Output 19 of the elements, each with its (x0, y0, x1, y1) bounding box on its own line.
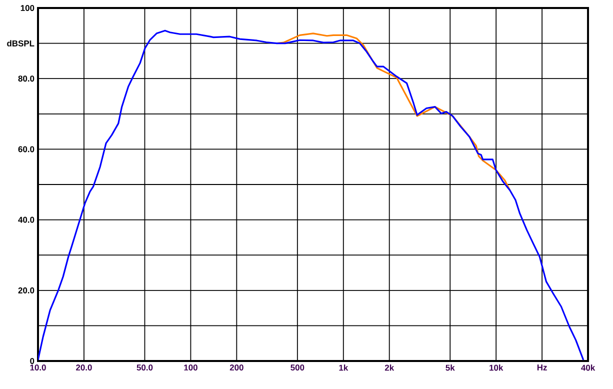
x-tick-label: 10.0 (30, 364, 46, 371)
y-tick-label: 100 (20, 5, 34, 11)
x-tick-label: 500 (290, 364, 304, 371)
x-tick-label: 10k (490, 364, 504, 371)
y-tick-label: 80.0 (18, 76, 34, 82)
x-tick-label: Hz (537, 364, 547, 370)
x-tick-label: 1k (339, 364, 348, 371)
y-tick-label: 20.0 (18, 287, 34, 294)
y-tick-label: 40.0 (18, 216, 34, 223)
y-tick-label: 60.0 (18, 146, 34, 152)
x-tick-label: 40k (581, 364, 596, 371)
x-tick-label: 5k (446, 364, 455, 371)
x-tick-label: 200 (230, 364, 244, 371)
x-tick-label: 20.0 (76, 364, 92, 371)
y-tick-label: 0 (30, 358, 34, 364)
x-tick-label: 100 (184, 364, 198, 371)
x-tick-label: 50.0 (136, 364, 153, 371)
x-tick-label: 2k (384, 364, 394, 371)
y-tick-label: dBSPL (7, 40, 34, 46)
